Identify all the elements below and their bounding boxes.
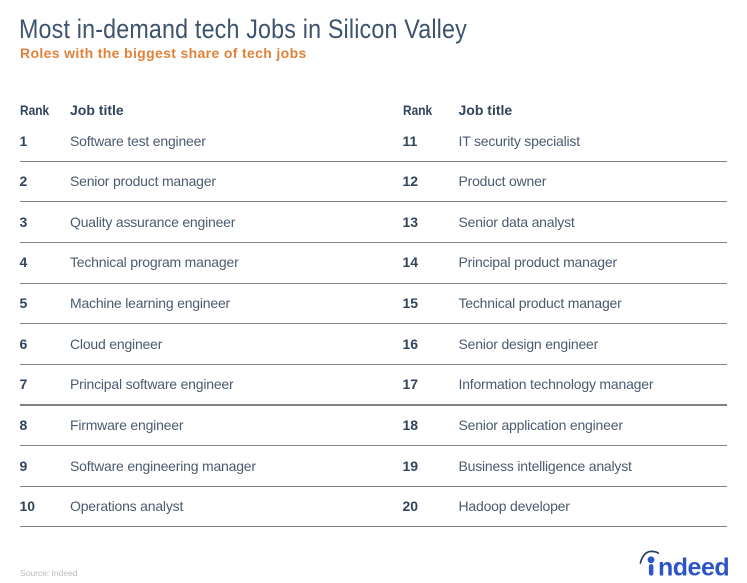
svg-text:ndeed: ndeed bbox=[658, 554, 729, 580]
